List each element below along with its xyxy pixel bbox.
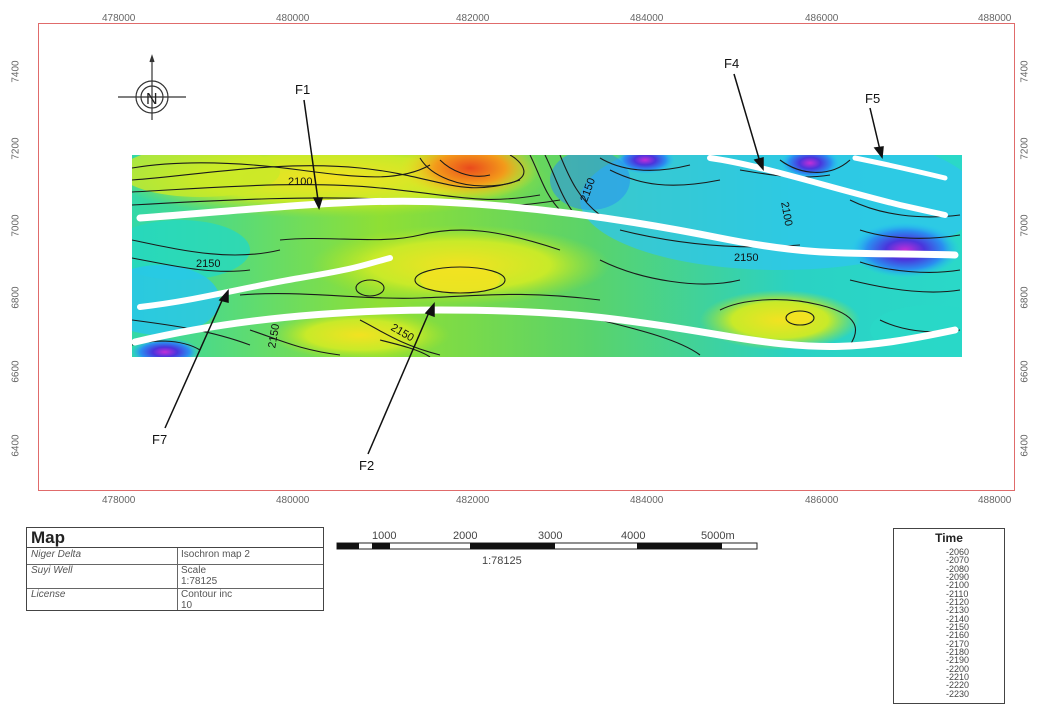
x-tick-top: 482000	[456, 13, 490, 24]
info-right: Contour inc 10	[181, 589, 233, 611]
fault-label-f4: F4	[724, 56, 740, 71]
legend-value: -2180	[946, 647, 970, 657]
legend-value: -2140	[946, 613, 970, 624]
info-row: Niger Delta Isochron map 2	[27, 548, 323, 565]
contour-label: 2150	[734, 252, 759, 264]
info-left: Suyi Well	[31, 565, 73, 576]
x-tick-top: 478000	[102, 13, 136, 24]
legend-value: -2060	[946, 547, 970, 557]
legend-value: -2100	[946, 580, 970, 591]
legend-value: -2220	[946, 680, 970, 691]
fault-label-f1: F1	[295, 82, 311, 97]
x-tick-top: 486000	[805, 13, 839, 24]
legend-value: -2080	[946, 563, 970, 574]
legend-value: -2160	[946, 630, 970, 641]
x-tick-bottom: 482000	[456, 495, 490, 506]
legend-value: -2120	[946, 597, 970, 607]
fault-label-f7: F7	[152, 432, 168, 447]
x-tick-top: 484000	[630, 13, 664, 24]
legend-value: -2230	[946, 688, 970, 699]
scale-label: 1000	[372, 530, 397, 542]
contour-label: 2150	[196, 258, 221, 270]
x-tick-bottom: 480000	[276, 495, 310, 506]
compass-letter: N	[146, 91, 158, 108]
info-row: Suyi Well Scale 1:78125	[27, 564, 323, 589]
legend: Time -2060 -2070 -2080 -2090 -2100 -2110 -2120…	[893, 528, 1005, 704]
legend-value: -2170	[946, 638, 970, 649]
scale-bar	[336, 542, 758, 550]
x-tick-bottom: 484000	[630, 495, 664, 506]
north-arrow-icon	[118, 54, 186, 120]
x-tick-bottom: 488000	[978, 495, 1012, 506]
scale-label: 3000	[538, 530, 563, 542]
legend-value: -2090	[946, 572, 970, 582]
legend-value: -2150	[946, 622, 970, 632]
info-table-title: Map	[27, 528, 323, 548]
x-tick-bottom: 486000	[805, 495, 839, 506]
x-tick-top: 480000	[276, 13, 310, 24]
legend-value: -2070	[946, 555, 970, 566]
legend-value: -2190	[946, 655, 970, 666]
legend-value: -2200	[946, 663, 970, 674]
fault-label-f5: F5	[865, 91, 881, 106]
info-row: License Contour inc 10	[27, 588, 323, 611]
info-right: Isochron map 2	[181, 549, 250, 560]
x-tick-bottom: 478000	[102, 495, 136, 506]
map-info-table: Map Niger Delta Isochron map 2 Suyi Well…	[26, 527, 324, 611]
scale-label: 4000	[621, 530, 646, 542]
scale-label: 2000	[453, 530, 478, 542]
info-right: Scale 1:78125	[181, 565, 218, 587]
legend-title: Time	[935, 531, 963, 545]
legend-value: -2130	[946, 605, 970, 616]
fault-label-f2: F2	[359, 458, 375, 473]
contour-surface	[132, 155, 962, 357]
info-left: License	[31, 589, 66, 600]
scale-ratio: 1:78125	[482, 555, 522, 567]
scale-label: 5000m	[701, 530, 735, 542]
fault-arrows	[164, 73, 884, 455]
legend-value: -2110	[946, 588, 969, 599]
fault-lines	[131, 155, 959, 350]
info-left: Niger Delta	[31, 549, 82, 560]
contour-label: 2100	[288, 176, 313, 188]
x-tick-top: 488000	[978, 13, 1012, 24]
legend-value: -2210	[946, 672, 970, 682]
